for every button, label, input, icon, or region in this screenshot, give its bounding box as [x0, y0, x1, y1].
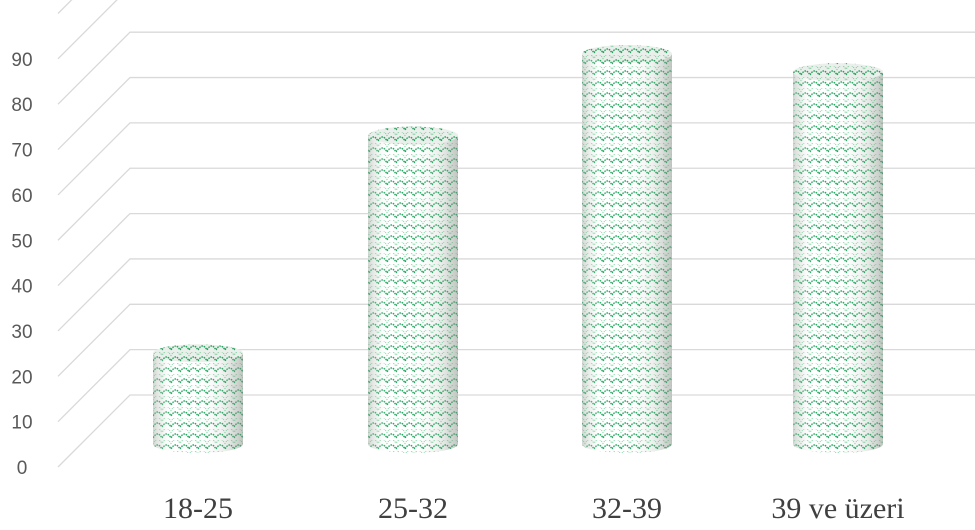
bar-top [368, 126, 458, 145]
y-axis-ticks: 0 10 20 30 40 50 60 70 80 90 [11, 50, 32, 479]
gridline [57, 258, 975, 332]
bar-4 [793, 63, 883, 453]
gridline [57, 212, 975, 287]
gridline [57, 76, 975, 151]
y-tick-label: 0 [17, 458, 28, 479]
y-tick-label: 80 [11, 95, 32, 116]
y-tick-label: 50 [11, 231, 32, 252]
bar-top [793, 63, 883, 82]
bar-top-shade [582, 44, 672, 63]
y-tick-label: 40 [11, 277, 32, 298]
bar-top-shade [793, 63, 883, 82]
x-tick-label: 18-25 [163, 492, 233, 525]
gridline [57, 349, 975, 423]
gridline [57, 31, 975, 105]
y-tick-label: 60 [11, 186, 32, 207]
y-tick-label: 70 [11, 141, 32, 162]
bar-top-shade [153, 344, 243, 363]
bar-shading [153, 353, 243, 453]
bar-3 [582, 44, 672, 454]
bar-top-shade [368, 126, 458, 145]
bars [153, 44, 883, 454]
x-tick-label: 39 ve üzeri [771, 492, 904, 525]
bar-1 [153, 344, 243, 453]
gridline [57, 394, 975, 468]
x-tick-label: 25-32 [378, 492, 448, 525]
bar-2 [368, 126, 458, 453]
gridline [57, 0, 73, 14]
gridlines [57, 0, 975, 468]
bar-shading [793, 72, 883, 453]
bar-shading [582, 53, 672, 454]
y-tick-label: 10 [11, 413, 32, 434]
x-tick-label: 32-39 [592, 492, 662, 525]
y-tick-label: 30 [11, 322, 32, 343]
bar-top [582, 44, 672, 63]
y-tick-label: 20 [11, 367, 32, 388]
gridline [57, 303, 975, 377]
bar-top [153, 344, 243, 363]
x-axis-ticks: 18-25 25-32 32-39 39 ve üzeri [163, 492, 905, 525]
y-tick-label: 90 [11, 50, 32, 71]
gridline [57, 0, 118, 60]
bar-shading [368, 135, 458, 453]
gridline [57, 122, 975, 196]
gridline [57, 167, 975, 241]
